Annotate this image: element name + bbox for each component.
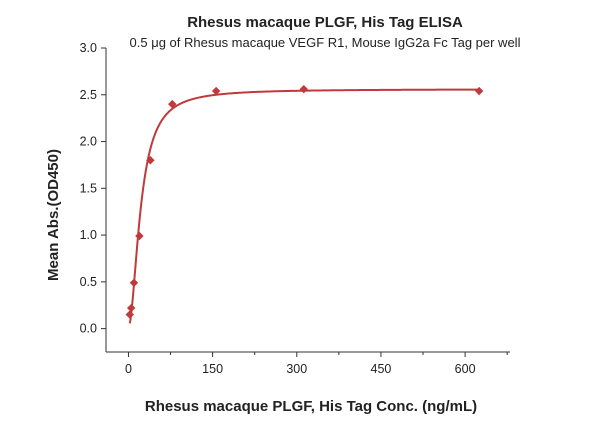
data-point	[474, 86, 484, 96]
x-tick-label: 150	[202, 362, 223, 376]
data-points	[125, 84, 484, 319]
x-tick-label: 0	[125, 362, 132, 376]
x-tick-label: 300	[286, 362, 307, 376]
data-point	[299, 84, 308, 94]
y-tick-label: 0.0	[80, 322, 97, 336]
fit-curve	[128, 88, 480, 324]
y-tick-label: 2.5	[80, 88, 97, 102]
data-point	[126, 303, 136, 313]
chart-title: Rhesus macaque PLGF, His Tag ELISA	[187, 14, 463, 31]
axes	[105, 48, 510, 353]
data-point	[135, 231, 144, 241]
y-tick-label: 1.0	[80, 228, 97, 242]
x-tick-label: 600	[455, 362, 476, 376]
y-tick-label: 3.0	[80, 41, 97, 55]
data-point	[129, 278, 139, 287]
chart-subtitle: 0.5 μg of Rhesus macaque VEGF R1, Mouse …	[130, 35, 521, 50]
data-point	[211, 86, 221, 96]
y-tick-label: 0.5	[80, 275, 97, 289]
x-tick-label: 450	[371, 362, 392, 376]
data-point	[125, 310, 134, 319]
data-point	[168, 99, 177, 109]
x-axis-label: Rhesus macaque PLGF, His Tag Conc. (ng/m…	[145, 398, 477, 415]
y-ticks: 0.0 0.5 1.0 1.5 2.0 2.5 3.0	[80, 41, 106, 336]
y-tick-label: 1.5	[80, 181, 97, 195]
y-axis-label: Mean Abs.(OD450)	[45, 149, 62, 281]
x-ticks: 0 150 300 450 600	[125, 352, 508, 376]
y-tick-label: 2.0	[80, 135, 97, 149]
data-point	[146, 156, 155, 165]
